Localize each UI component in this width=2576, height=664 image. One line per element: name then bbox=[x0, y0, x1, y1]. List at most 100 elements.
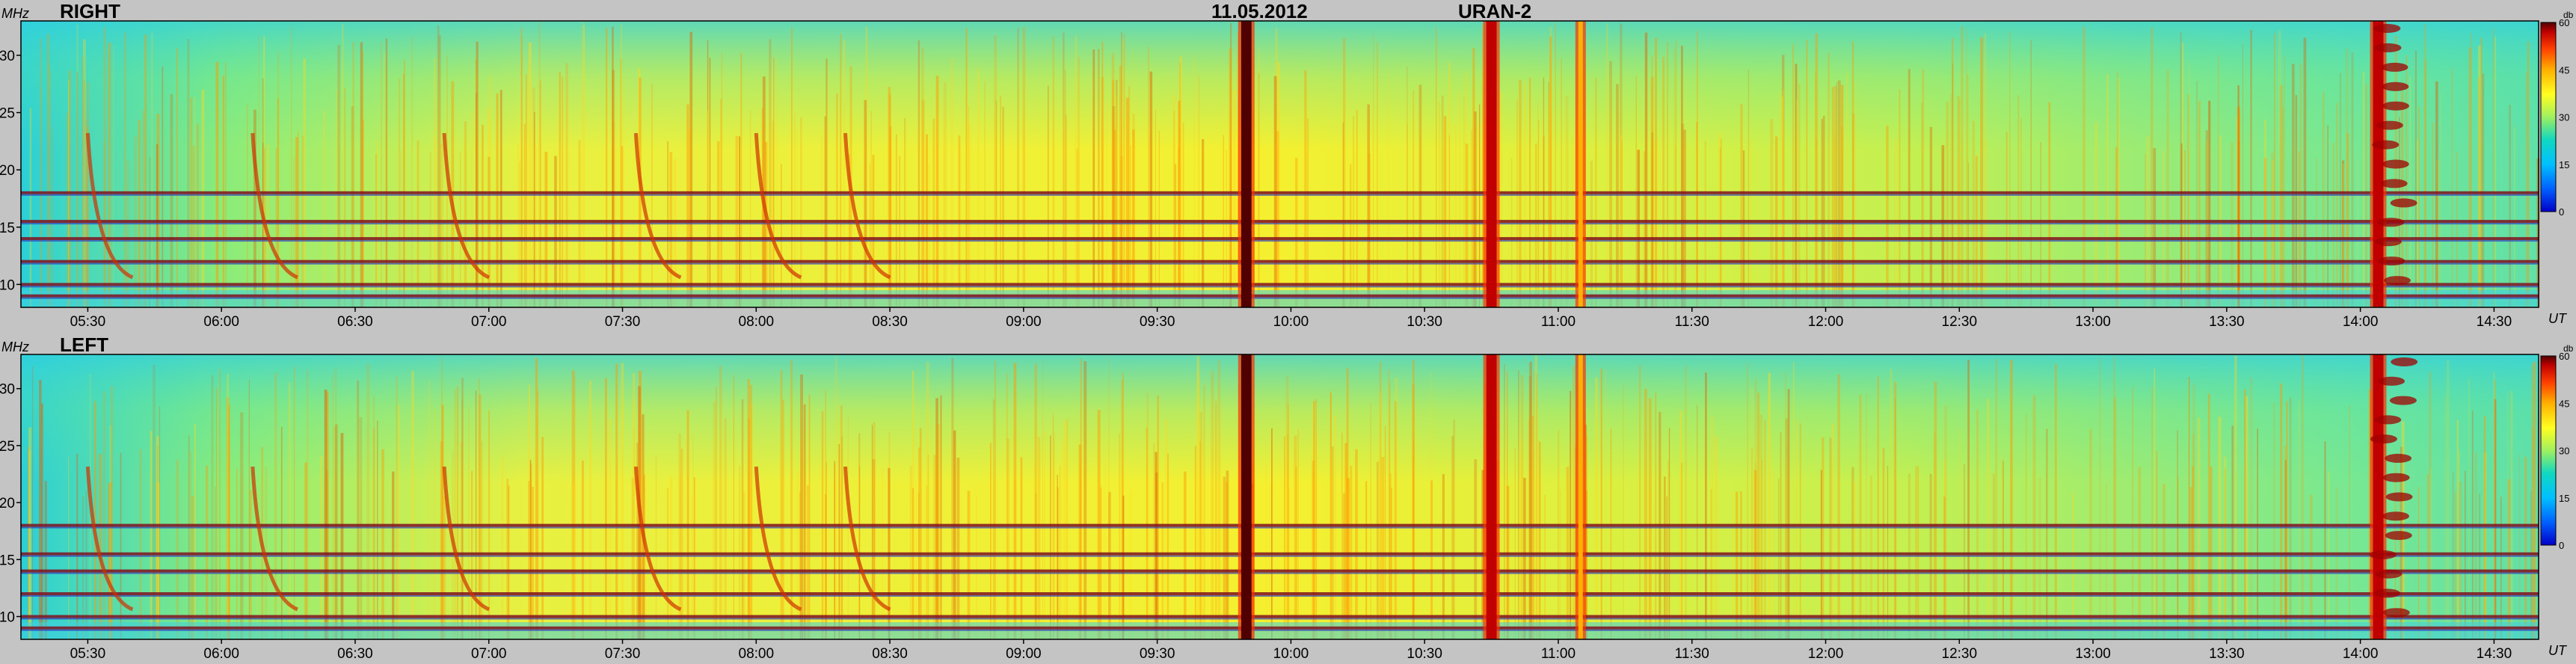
noise-streak bbox=[2406, 55, 2408, 307]
colorbar-right: db 0 15 30 45 60 bbox=[2540, 10, 2574, 218]
noise-streak bbox=[2480, 37, 2483, 308]
noise-streak bbox=[764, 141, 768, 307]
noise-streak bbox=[840, 34, 842, 307]
interference-band bbox=[21, 294, 2539, 298]
noise-streak bbox=[1504, 364, 1505, 639]
noise-streak bbox=[1119, 433, 1121, 639]
noise-streak bbox=[517, 144, 520, 307]
noise-streak bbox=[1964, 464, 1965, 639]
x-tick-label: 09:30 bbox=[1140, 646, 1175, 662]
burst-blob bbox=[2389, 396, 2417, 405]
colorbar-tick-label: 30 bbox=[2559, 446, 2569, 457]
noise-streak bbox=[780, 164, 782, 307]
interference-band-edge bbox=[21, 618, 2539, 620]
noise-streak bbox=[769, 39, 772, 307]
noise-streak bbox=[865, 26, 868, 307]
burst-halo bbox=[1575, 354, 1579, 639]
noise-streak bbox=[2468, 378, 2471, 639]
noise-streak bbox=[1388, 369, 1390, 639]
noise-streak bbox=[2335, 487, 2338, 639]
noise-streak bbox=[2500, 497, 2502, 639]
x-tick-label: 07:30 bbox=[605, 646, 641, 662]
spectrogram-upper-fade bbox=[21, 354, 2539, 483]
burst-blob bbox=[2382, 82, 2409, 91]
noise-streak bbox=[1022, 26, 1026, 308]
interference-band-edge bbox=[21, 262, 2539, 265]
noise-streak bbox=[441, 357, 443, 639]
noise-streak bbox=[1121, 31, 1122, 308]
noise-streak bbox=[123, 32, 126, 307]
noise-streak bbox=[834, 356, 837, 639]
noise-streak bbox=[720, 99, 722, 307]
noise-streak bbox=[1779, 90, 1782, 307]
noise-streak bbox=[280, 426, 283, 639]
noise-streak bbox=[1268, 484, 1271, 639]
noise-streak bbox=[2530, 491, 2532, 639]
noise-streak bbox=[2223, 456, 2227, 639]
noise-streak bbox=[535, 357, 538, 639]
noise-streak bbox=[27, 446, 30, 639]
y-tick-label: 10 bbox=[0, 610, 15, 626]
y-tick-label: 25 bbox=[0, 106, 15, 122]
noise-streak bbox=[2514, 126, 2515, 307]
burst-blob bbox=[2374, 415, 2402, 425]
x-tick-label: 07:30 bbox=[605, 314, 641, 330]
interference-bands bbox=[21, 191, 2539, 299]
plot-area-left bbox=[20, 354, 2539, 640]
noise-streak bbox=[713, 402, 716, 639]
noise-streak bbox=[1066, 418, 1069, 639]
noise-streak bbox=[917, 40, 920, 307]
noise-streak bbox=[990, 443, 992, 639]
noise-streak bbox=[2286, 401, 2288, 639]
noise-streak bbox=[153, 365, 156, 639]
noise-streak bbox=[76, 453, 79, 639]
noise-streak bbox=[616, 457, 618, 639]
noise-streak bbox=[443, 496, 446, 639]
x-tick-label: 12:30 bbox=[1942, 314, 1978, 330]
interference-band bbox=[21, 191, 2539, 194]
noise-streak bbox=[2351, 52, 2354, 308]
noise-streak bbox=[800, 374, 803, 639]
noise-streak bbox=[1605, 23, 1608, 307]
noise-streak bbox=[1104, 458, 1106, 639]
burst-blob bbox=[2382, 608, 2410, 618]
noise-streak bbox=[2132, 387, 2134, 639]
noise-streak bbox=[247, 105, 248, 307]
noise-streak bbox=[1155, 452, 1158, 639]
noise-streak bbox=[1651, 132, 1654, 307]
noise-streak bbox=[1229, 49, 1232, 307]
noise-streak bbox=[1346, 368, 1349, 639]
noise-streak bbox=[1761, 460, 1763, 639]
noise-streak bbox=[362, 51, 364, 307]
noise-streak bbox=[2435, 160, 2439, 307]
noise-streak bbox=[384, 52, 387, 308]
burst-event bbox=[1241, 21, 1252, 307]
noise-streak bbox=[303, 58, 306, 308]
noise-streak bbox=[1837, 374, 1840, 639]
panel-left: LEFT MHz UT 10 15 20 25 30 05:30 06:00 06:30 07… bbox=[0, 333, 2574, 662]
noise-streak bbox=[1388, 70, 1389, 308]
noise-streak bbox=[2454, 491, 2457, 639]
noise-streak bbox=[109, 425, 112, 639]
noise-streak bbox=[2399, 117, 2400, 307]
noise-streak bbox=[1330, 392, 1332, 639]
noise-streak bbox=[320, 455, 322, 639]
noise-streak bbox=[1384, 425, 1386, 639]
noise-streak bbox=[215, 387, 218, 639]
noise-streak bbox=[2345, 49, 2349, 307]
noise-streak bbox=[2106, 482, 2107, 639]
burst-blob bbox=[2374, 43, 2402, 52]
noise-streak bbox=[2106, 74, 2109, 307]
noise-streak bbox=[841, 436, 843, 639]
burst-halo bbox=[2370, 354, 2373, 639]
noise-streak bbox=[531, 486, 534, 639]
noise-streak bbox=[1294, 435, 1297, 639]
noise-streak bbox=[1908, 69, 1911, 308]
noise-streak bbox=[1275, 28, 1278, 307]
noise-streak bbox=[1063, 421, 1067, 639]
colorbar-tick-label: 30 bbox=[2559, 112, 2569, 123]
drift-burst bbox=[442, 466, 491, 612]
noise-streak bbox=[1648, 491, 1651, 639]
noise-streak bbox=[643, 474, 645, 639]
noise-streak bbox=[1342, 122, 1344, 307]
